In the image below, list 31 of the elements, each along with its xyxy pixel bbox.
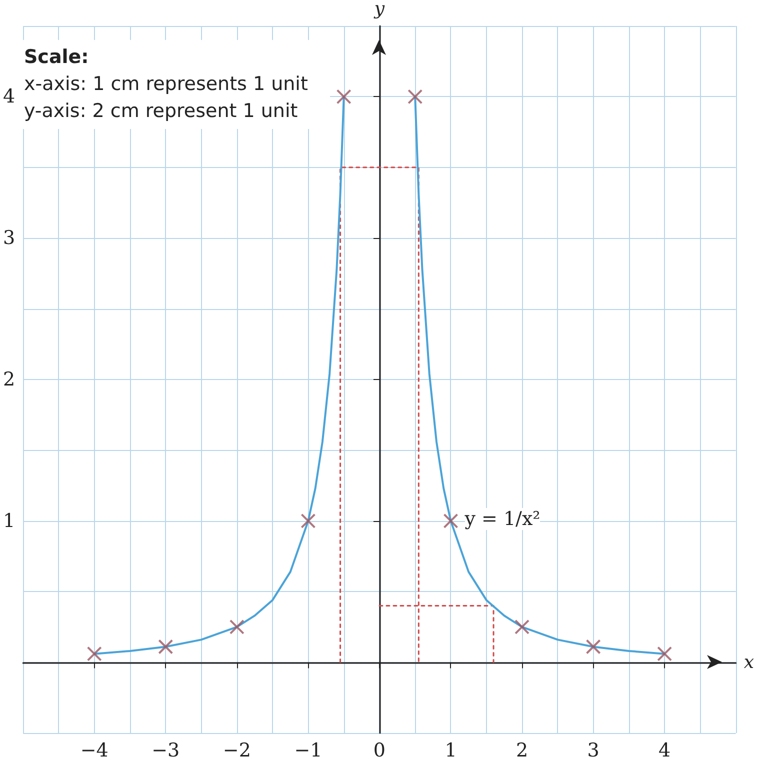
x-tick-label: −3 [152, 740, 180, 760]
line-series [93, 96, 345, 655]
point [408, 89, 423, 104]
point [300, 513, 316, 528]
x-tick-label: −2 [222, 740, 251, 760]
point [86, 646, 102, 662]
point [158, 639, 174, 654]
point [657, 646, 672, 662]
x-tick-label: 3 [587, 740, 600, 760]
line-series [414, 96, 666, 655]
x-tick-label: 0 [373, 740, 386, 760]
point [586, 639, 601, 654]
x-tick-label: −1 [294, 740, 322, 760]
x-tick-label: 2 [516, 740, 528, 760]
point [336, 89, 352, 104]
annotation: y-axis: 2 cm represent 1 unit [24, 99, 299, 124]
annotation: x-axis: 1 cm represents 1 unit [24, 72, 309, 97]
annotation: y = 1/x² [464, 508, 540, 530]
point [443, 513, 458, 528]
y-tick-label: 2 [2, 368, 16, 390]
y-tick-label: 4 [2, 86, 16, 108]
x-axis-title: x [744, 652, 754, 673]
point [514, 619, 530, 634]
x-tick-label: −4 [80, 740, 108, 760]
x-tick-label: 1 [444, 740, 457, 760]
point [229, 619, 244, 634]
y-tick-label: 3 [2, 227, 16, 250]
x-tick-label: 4 [658, 740, 671, 760]
annotation: Scale: [24, 45, 90, 70]
y-tick-label: 1 [2, 510, 16, 532]
y-axis-title: y [373, 0, 386, 20]
